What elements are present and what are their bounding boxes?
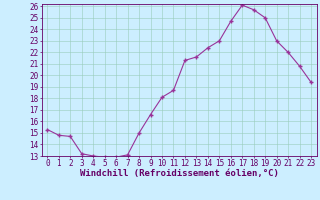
X-axis label: Windchill (Refroidissement éolien,°C): Windchill (Refroidissement éolien,°C)	[80, 169, 279, 178]
